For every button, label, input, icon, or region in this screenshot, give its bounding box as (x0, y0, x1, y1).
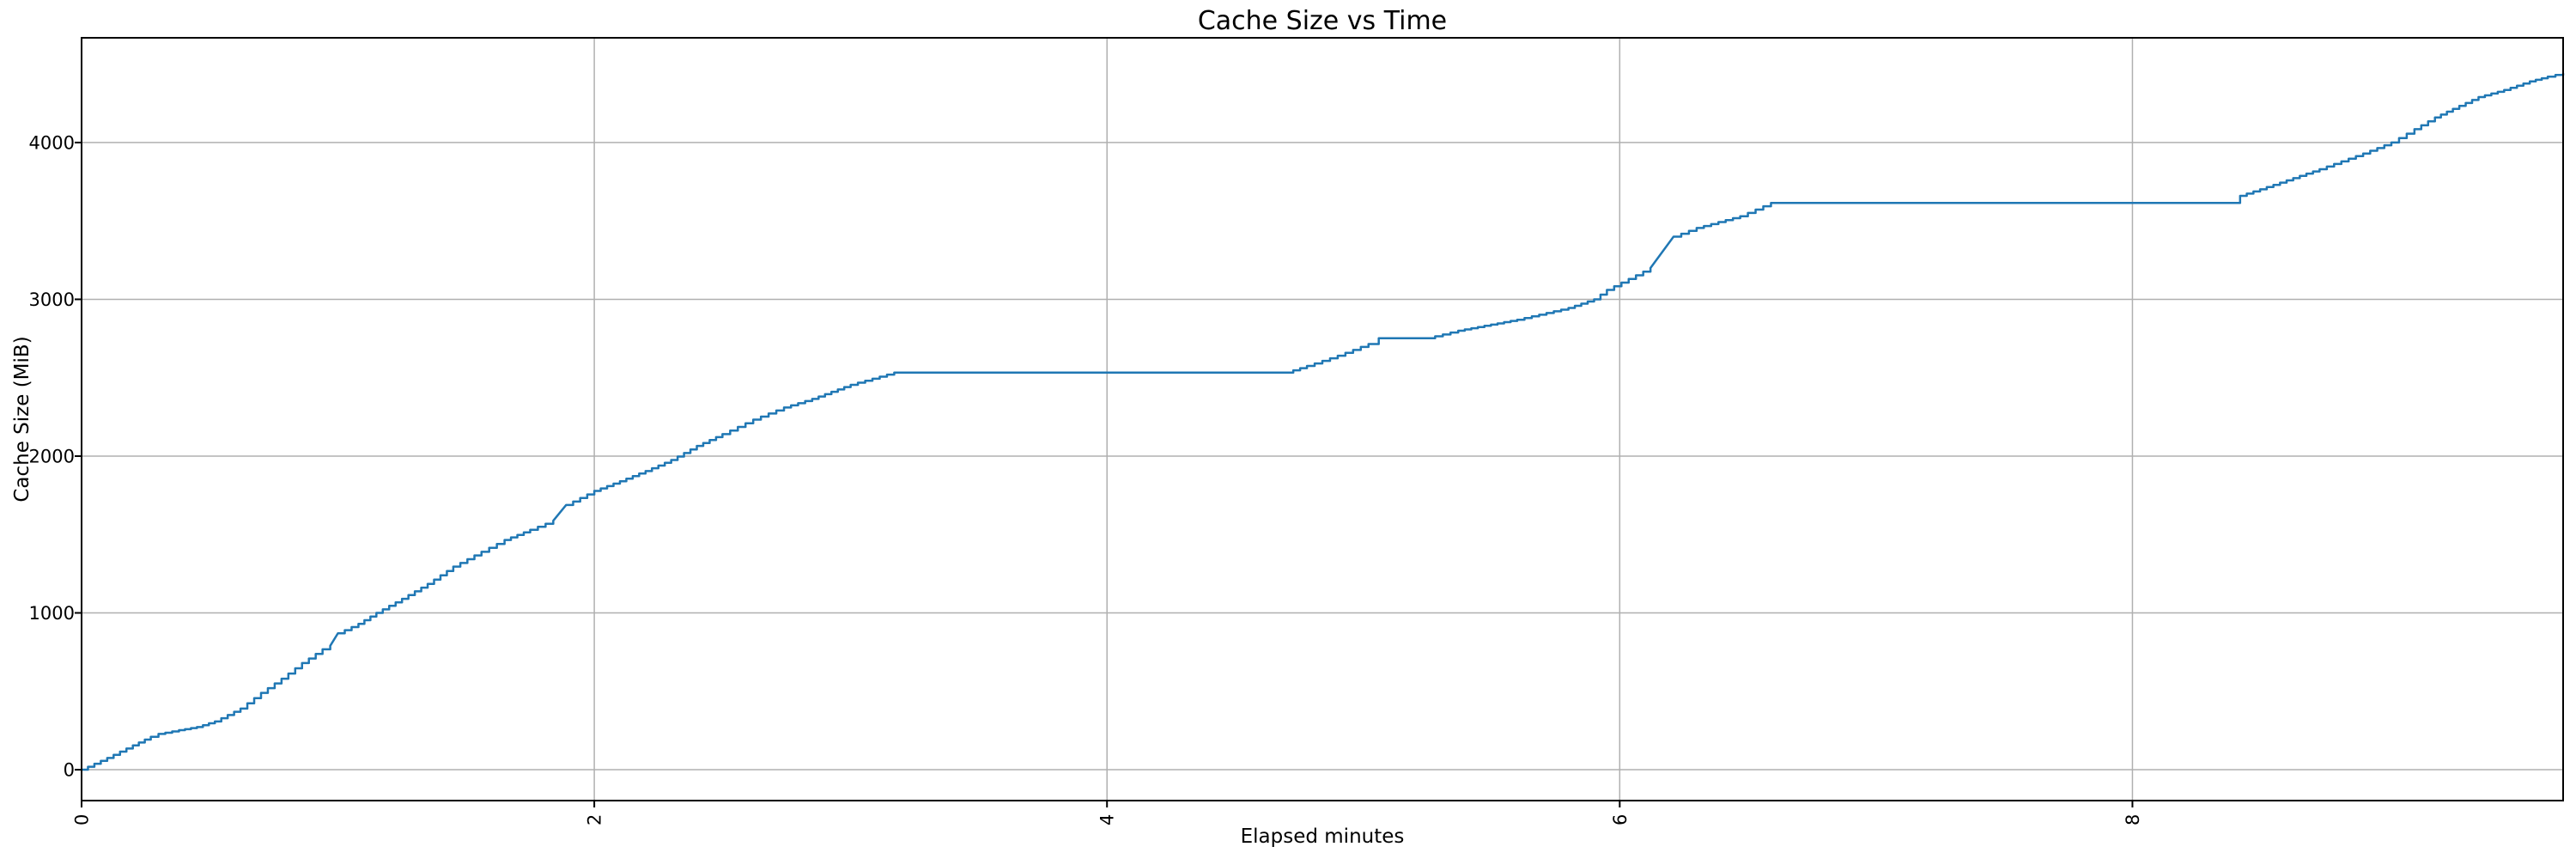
y-axis-label: Cache Size (MiB) (11, 336, 33, 502)
axes-spines (81, 37, 2564, 801)
cache-size-line (82, 73, 2565, 771)
axis-ticks (75, 141, 2134, 807)
y-tick-label: 4000 (29, 132, 75, 153)
y-tick-label: 3000 (29, 289, 75, 310)
y-tick-label: 0 (64, 760, 75, 781)
x-tick-label: 4 (1097, 814, 1118, 825)
data-series (82, 73, 2565, 771)
y-tick-label: 2000 (29, 446, 75, 466)
y-tick-label: 1000 (29, 603, 75, 624)
x-tick-label: 8 (2123, 814, 2143, 825)
x-tick-label: 6 (1610, 814, 1631, 825)
tick-labels: 0 2 4 6 8 0 1000 2000 3000 4000 (29, 132, 2143, 825)
gridlines (81, 38, 2563, 801)
x-tick-label: 2 (585, 814, 605, 825)
x-tick-label: 0 (72, 814, 93, 825)
x-axis-label: Elapsed minutes (1241, 825, 1405, 848)
plot-border (81, 37, 2564, 801)
chart-title: Cache Size vs Time (1198, 6, 1447, 36)
